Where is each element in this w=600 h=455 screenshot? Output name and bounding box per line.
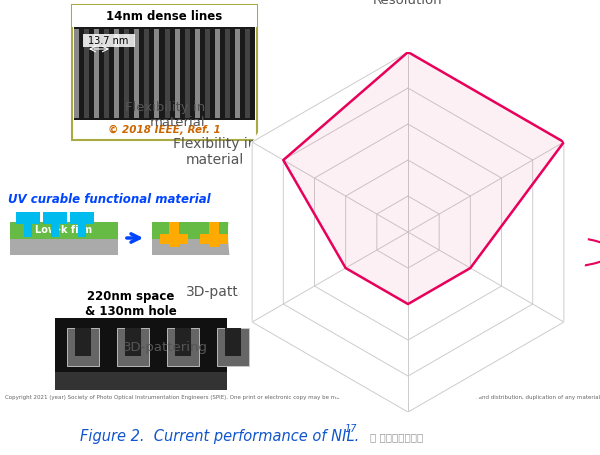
Bar	[24, 222, 32, 237]
Bar	[43, 212, 67, 224]
Text: 220nm space
& 130nm hole: 220nm space & 130nm hole	[85, 290, 177, 318]
Bar	[75, 328, 91, 356]
Text: 🌐 半导体行业观察: 🌐 半导体行业观察	[370, 432, 423, 442]
Text: 17: 17	[345, 424, 358, 434]
Bar	[74, 27, 255, 120]
Bar	[215, 29, 220, 118]
Bar	[167, 328, 199, 366]
Bar	[10, 237, 118, 255]
Bar	[209, 222, 219, 247]
Text: Low-k film: Low-k film	[35, 225, 92, 235]
Bar	[235, 29, 240, 118]
Bar	[152, 237, 252, 255]
Text: 3D-pattering: 3D-pattering	[185, 285, 274, 299]
Polygon shape	[283, 88, 533, 376]
Polygon shape	[252, 52, 564, 412]
Bar	[152, 222, 252, 239]
Bar	[175, 29, 179, 118]
Bar	[94, 29, 99, 118]
Polygon shape	[314, 124, 502, 340]
Bar	[169, 222, 179, 247]
Bar	[78, 222, 86, 237]
Text: 3D-pattering: 3D-pattering	[124, 341, 208, 354]
Text: 13.7 nm: 13.7 nm	[88, 36, 128, 46]
Bar	[160, 234, 188, 244]
Text: Figure 2.  Current performance of NIL.: Figure 2. Current performance of NIL.	[80, 430, 359, 445]
Bar	[84, 29, 89, 118]
Text: © 2018 IEEE, Ref. 1: © 2018 IEEE, Ref. 1	[108, 125, 221, 135]
Text: Resolution: Resolution	[373, 0, 443, 7]
Bar	[134, 29, 139, 118]
Bar	[67, 328, 99, 366]
Bar	[74, 29, 79, 118]
Bar	[200, 234, 228, 244]
Bar	[16, 212, 40, 224]
Bar	[145, 29, 149, 118]
Text: Flexibility in
material: Flexibility in material	[125, 101, 205, 129]
Bar	[194, 29, 200, 118]
FancyBboxPatch shape	[83, 34, 135, 47]
Bar	[205, 29, 210, 118]
Bar	[104, 29, 109, 118]
Bar	[164, 29, 170, 118]
Polygon shape	[377, 196, 439, 268]
Bar	[114, 29, 119, 118]
Text: UV curable functional material: UV curable functional material	[8, 193, 211, 206]
Bar	[51, 222, 59, 237]
Polygon shape	[283, 52, 564, 304]
Bar	[225, 29, 230, 118]
FancyArrow shape	[410, 250, 435, 270]
Bar	[72, 5, 257, 140]
Bar	[117, 328, 149, 366]
Bar	[245, 29, 250, 118]
Bar	[55, 318, 227, 390]
Bar	[217, 328, 249, 366]
Bar	[70, 212, 94, 224]
Bar	[225, 328, 241, 356]
Bar	[55, 372, 227, 390]
Bar	[124, 29, 130, 118]
Text: 14nm dense lines: 14nm dense lines	[106, 10, 223, 22]
Polygon shape	[346, 160, 470, 304]
Bar	[125, 328, 141, 356]
Text: Copyright 2021 (year) Society of Photo Optical Instrumentation Engineers (SPIE).: Copyright 2021 (year) Society of Photo O…	[5, 395, 600, 400]
Bar	[154, 29, 160, 118]
Bar	[175, 328, 191, 356]
Bar	[185, 29, 190, 118]
Bar	[72, 5, 257, 27]
Bar	[10, 222, 118, 239]
Text: Flexibility in
material: Flexibility in material	[173, 137, 257, 167]
